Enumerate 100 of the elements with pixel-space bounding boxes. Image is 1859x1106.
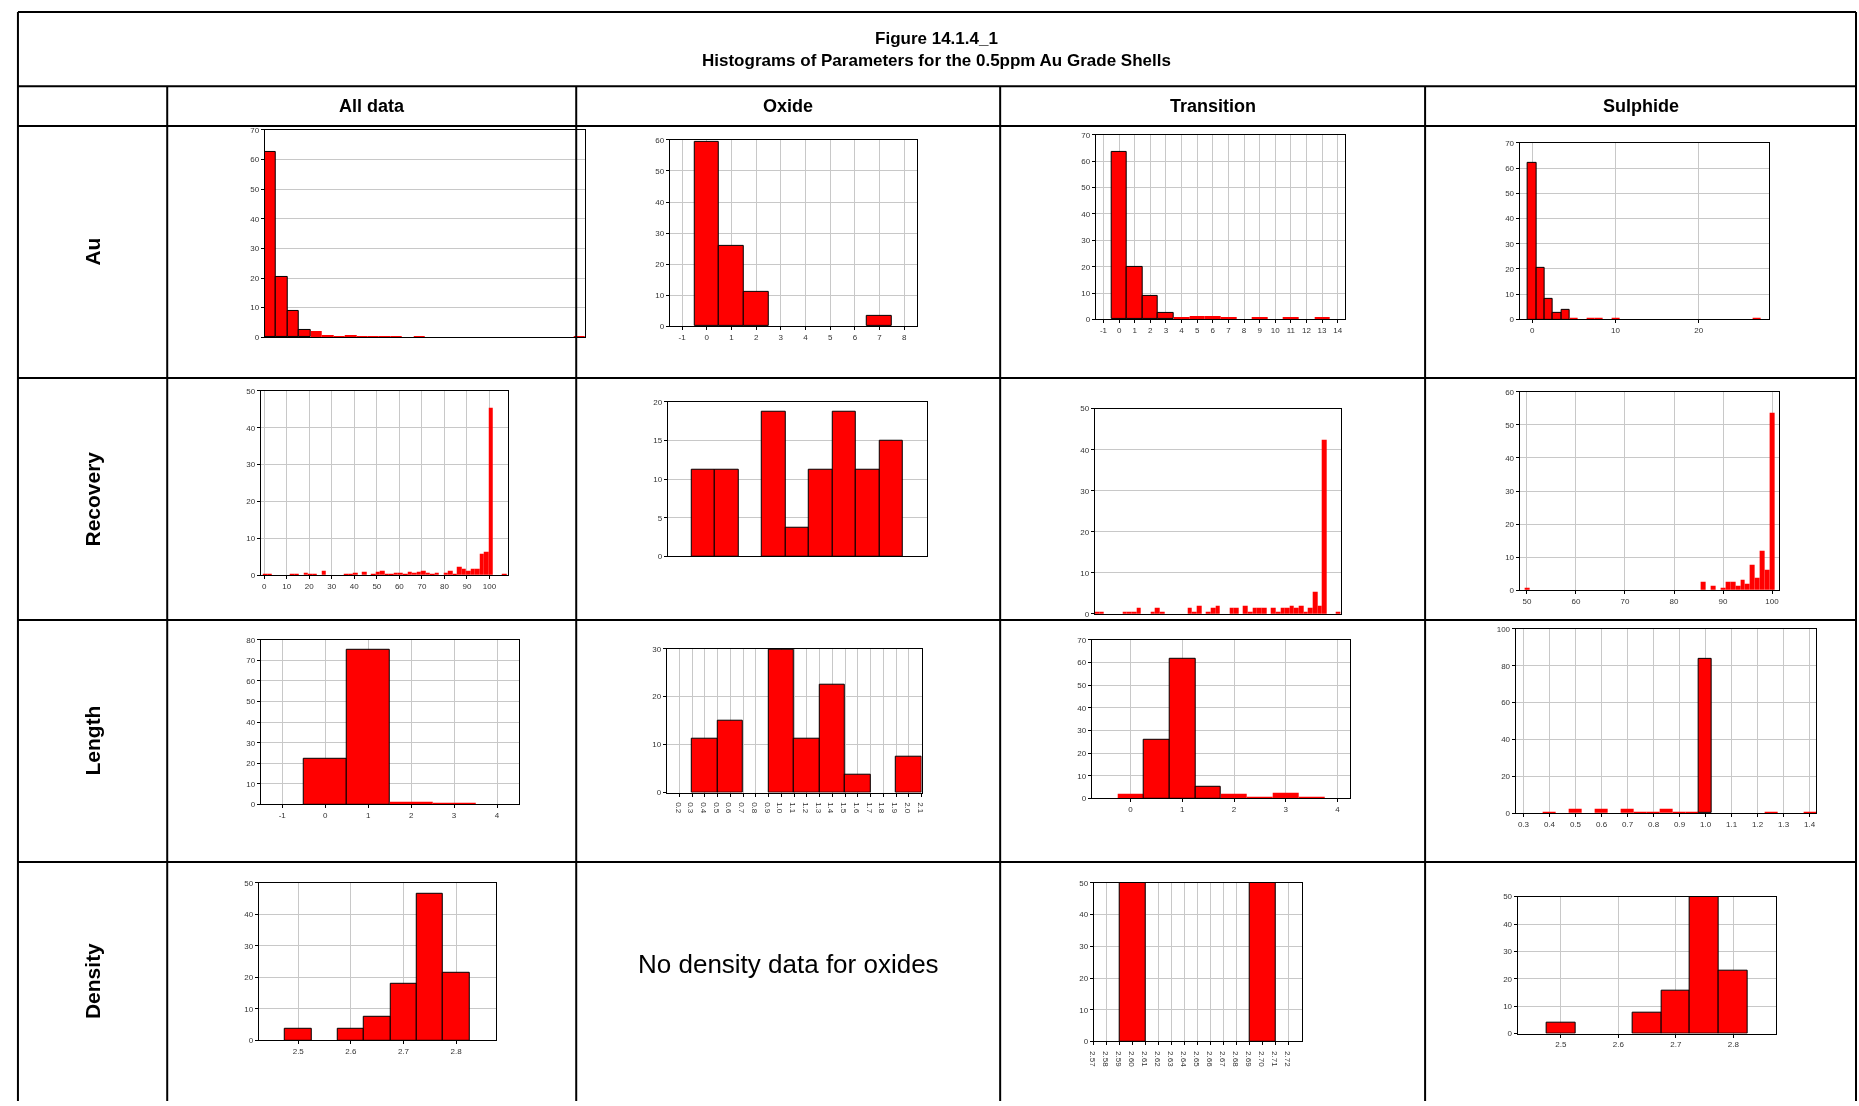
x-tick-label: 70 <box>417 581 427 591</box>
x-tick-label: 4 <box>1179 326 1185 336</box>
y-tick-label: 0 <box>1507 1029 1513 1039</box>
y-tick-label: 20 <box>244 973 254 983</box>
y-tick-label: 30 <box>1505 239 1515 249</box>
x-tick-label: 1.4 <box>826 802 836 814</box>
y-tick-label: 50 <box>655 166 665 176</box>
y-tick-label: 0 <box>1084 609 1090 619</box>
x-tick-label: 1.1 <box>1726 819 1738 829</box>
x-tick-label: 0.9 <box>1674 819 1686 829</box>
x-tick-label: 4 <box>494 811 500 821</box>
y-tick-label: 40 <box>1080 445 1090 455</box>
y-tick-label: 50 <box>1079 878 1089 888</box>
x-tick-label: 0.4 <box>1543 819 1556 829</box>
y-tick-label: 40 <box>1505 214 1515 224</box>
x-tick-label: 2.68 <box>1230 1051 1240 1068</box>
x-tick-label: 2.1 <box>915 802 925 814</box>
y-tick-label: 10 <box>246 779 256 789</box>
x-tick-label: 2.62 <box>1152 1051 1162 1068</box>
x-tick-label: 0.2 <box>673 802 683 814</box>
y-tick-label: 0 <box>1081 794 1087 804</box>
y-tick-label: 30 <box>250 244 260 254</box>
x-tick-label: 1.0 <box>775 802 785 814</box>
y-tick-label: 10 <box>1079 1005 1089 1015</box>
y-tick-label: 0 <box>656 788 662 798</box>
x-tick-label: 2.5 <box>292 1047 305 1057</box>
y-tick-label: 70 <box>1505 138 1515 148</box>
x-tick-label: 6 <box>852 332 858 342</box>
x-tick-label: 7 <box>1226 326 1232 336</box>
y-tick-label: 0 <box>657 552 663 562</box>
y-tick-label: 50 <box>1503 892 1513 902</box>
x-tick-label: 0 <box>1116 326 1122 336</box>
x-tick-label: 30 <box>327 581 337 591</box>
x-tick-label: 2.67 <box>1217 1051 1227 1068</box>
y-tick-label: 0 <box>1509 315 1515 325</box>
x-tick-label: 2 <box>1148 326 1154 336</box>
x-tick-label: 2.6 <box>345 1047 357 1057</box>
y-tick-label: 60 <box>246 676 256 686</box>
y-tick-label: 50 <box>246 386 256 396</box>
x-tick-label: 80 <box>1669 596 1679 606</box>
y-tick-label: 60 <box>250 155 260 165</box>
y-tick-label: 20 <box>246 497 256 507</box>
x-tick-label: 12 <box>1302 326 1312 336</box>
x-tick-label: 0.7 <box>1621 819 1634 829</box>
x-tick-label: 0 <box>261 581 267 591</box>
x-tick-label: 0.7 <box>737 802 747 814</box>
y-tick-label: 60 <box>1501 698 1511 708</box>
x-tick-label: 1 <box>1132 326 1138 336</box>
x-tick-label: 1.7 <box>864 802 874 814</box>
text: No density data for oxides <box>638 949 939 979</box>
y-tick-label: 20 <box>250 273 260 283</box>
y-tick-label: 60 <box>1505 387 1515 397</box>
y-tick-label: 10 <box>246 534 256 544</box>
text: Sulphide <box>1603 96 1679 116</box>
x-tick-label: 1.9 <box>890 802 900 814</box>
x-tick-label: 2.57 <box>1087 1051 1097 1068</box>
x-tick-label: 0.8 <box>1648 819 1660 829</box>
y-tick-label: 10 <box>1080 568 1090 578</box>
x-tick-label: 2 <box>1231 805 1237 815</box>
x-tick-label: 2.8 <box>450 1047 463 1057</box>
x-tick-label: 50 <box>1522 596 1532 606</box>
y-tick-label: 10 <box>653 474 663 484</box>
x-tick-label: 0.5 <box>1569 819 1582 829</box>
text: Oxide <box>763 96 814 116</box>
y-tick-label: 30 <box>1079 942 1089 952</box>
text: Density <box>81 942 105 1020</box>
x-tick-label: 3 <box>1163 326 1169 336</box>
x-tick-label: -1 <box>678 332 687 342</box>
x-tick-label: 2 <box>408 811 414 821</box>
y-tick-label: 30 <box>1505 486 1515 496</box>
x-tick-label: 70 <box>1620 596 1630 606</box>
y-tick-label: 10 <box>652 740 662 750</box>
y-tick-label: 60 <box>1081 157 1091 167</box>
x-tick-label: 2.7 <box>397 1047 410 1057</box>
x-tick-label: 2.60 <box>1126 1051 1136 1068</box>
x-tick-label: 3 <box>1283 805 1289 815</box>
x-tick-label: 60 <box>1571 596 1581 606</box>
x-tick-label: 1.1 <box>788 802 798 814</box>
y-tick-label: 40 <box>246 717 256 727</box>
y-tick-label: 20 <box>1077 748 1087 758</box>
y-tick-label: 10 <box>1081 288 1091 298</box>
x-tick-label: 0.3 <box>686 802 696 814</box>
y-tick-label: 10 <box>250 303 260 313</box>
y-tick-label: 50 <box>1080 404 1090 414</box>
y-tick-label: 20 <box>1081 262 1091 272</box>
y-tick-label: 30 <box>246 460 256 470</box>
y-tick-label: 50 <box>1505 420 1515 430</box>
x-tick-label: 10 <box>1270 326 1281 336</box>
y-tick-label: 60 <box>1077 658 1087 668</box>
x-tick-label: 2.63 <box>1165 1051 1175 1068</box>
x-tick-label: -1 <box>278 811 287 821</box>
x-tick-label: 1.6 <box>851 802 861 814</box>
x-tick-label: 0.9 <box>762 802 772 814</box>
x-tick-label: 5 <box>827 332 833 342</box>
x-tick-label: 0.3 <box>1517 819 1530 829</box>
y-tick-label: 20 <box>1079 973 1089 983</box>
x-tick-label: 9 <box>1257 326 1263 336</box>
x-tick-label: 8 <box>902 332 907 342</box>
y-tick-label: 50 <box>1081 183 1091 193</box>
y-tick-label: 30 <box>1503 947 1513 957</box>
